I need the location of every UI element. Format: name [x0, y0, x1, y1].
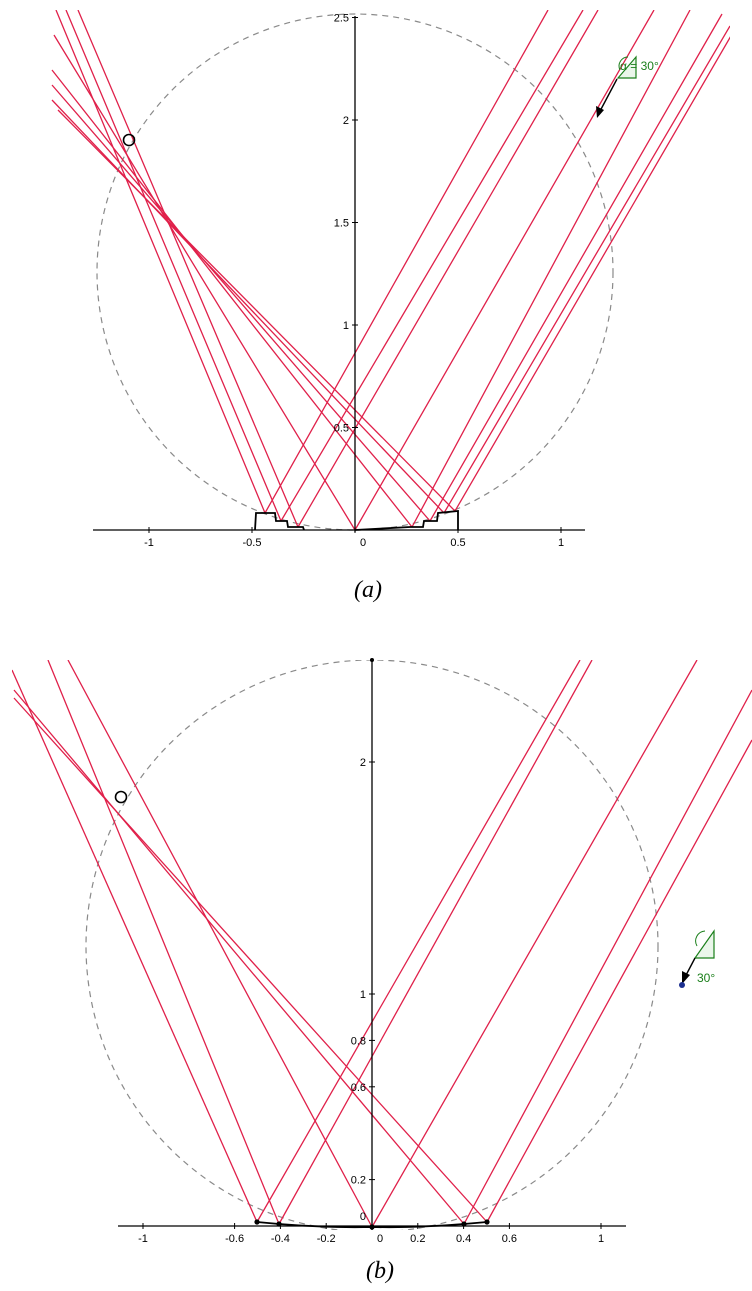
- stepped-mirror-a: [254, 510, 459, 531]
- ray-group-a: [51, 10, 730, 531]
- ray-b-1: [278, 660, 593, 1225]
- focus-marker-a: [122, 133, 136, 147]
- ray-b-9: [13, 697, 488, 1223]
- ray-a-3: [354, 10, 655, 531]
- y-tick-label-b-1: 0.2: [351, 1175, 366, 1187]
- panel-a: α = 30° -1 -0.5 0 0.5 1 0.5 1 1.5 2 2.5 (a): [51, 10, 730, 603]
- ray-b-3: [463, 689, 752, 1225]
- ray-b-5: [12, 669, 258, 1223]
- ray-b-8: [13, 689, 465, 1225]
- ray-a-8: [55, 10, 266, 514]
- angle-indicator-a: α = 30°: [596, 55, 659, 118]
- x-tick-label-b-5: 0.2: [410, 1233, 425, 1245]
- y-tick-label-a-2: 1.5: [334, 218, 349, 230]
- y-tick-label-a-3: 2: [343, 115, 349, 127]
- ray-b-6: [47, 660, 280, 1225]
- ray-b-7: [67, 660, 373, 1228]
- angle-indicator-b: 30°: [679, 929, 715, 988]
- ray-a-7: [454, 36, 730, 512]
- ray-b-0: [256, 660, 581, 1223]
- guide-circle-a: [96, 13, 614, 531]
- x-tick-label-a-4: 1: [558, 537, 564, 549]
- x-tick-label-a-0: -1: [144, 537, 154, 549]
- mirror-point-b1: [254, 1219, 260, 1225]
- focus-marker-b: [114, 790, 128, 804]
- x-tick-label-a-2: 0: [360, 537, 366, 549]
- x-tick-label-b-1: -0.6: [225, 1233, 244, 1245]
- ray-a-6: [443, 25, 730, 514]
- guide-circle-b: [85, 660, 659, 1230]
- tick-labels-b: -1 -0.6 -0.4 -0.2 0 0.2 0.4 0.6 1 0 0.2 0.6 0.8 1 2: [138, 757, 604, 1245]
- angle-handle-point-b: [679, 982, 685, 988]
- ray-a-10: [77, 10, 299, 528]
- caption-b: (b): [366, 1258, 394, 1284]
- x-tick-label-b-6: 0.4: [456, 1233, 471, 1245]
- ray-a-1: [280, 10, 584, 522]
- panel-b: 30° -1 -0.6 -0.4 -0.2 0 0.2 0.4 0.6 1 0 0.2 0.6 0.8 1…: [12, 658, 752, 1284]
- ray-a-11: [53, 34, 356, 531]
- ray-a-4: [411, 10, 691, 528]
- y-tick-label-b-5: 2: [360, 757, 366, 769]
- ray-a-5: [429, 13, 723, 522]
- ray-group-b: [12, 660, 752, 1228]
- ray-b-2: [371, 660, 698, 1228]
- ray-a-13: [51, 84, 431, 522]
- ray-a-9: [65, 10, 282, 522]
- x-tick-label-b-0: -1: [138, 1233, 148, 1245]
- ray-a-14: [51, 99, 445, 514]
- angle-label-b: 30°: [697, 971, 715, 985]
- x-tick-label-a-3: 0.5: [450, 537, 465, 549]
- ray-b-4: [486, 739, 752, 1223]
- mirror-point-b5: [484, 1219, 490, 1225]
- x-tick-label-b-2: -0.4: [271, 1233, 290, 1245]
- y-axis-top-point-b: [370, 658, 374, 662]
- angle-label-a: α = 30°: [620, 59, 659, 73]
- y-tick-label-b-3: 0.8: [351, 1035, 366, 1047]
- y-tick-label-a-4: 2.5: [334, 13, 349, 25]
- y-tick-label-b-0: 0: [360, 1211, 366, 1223]
- y-tick-label-b-4: 1: [360, 989, 366, 1001]
- y-tick-label-b-2: 0.6: [351, 1082, 366, 1094]
- ray-a-0: [264, 10, 549, 514]
- tick-labels-a: -1 -0.5 0 0.5 1 0.5 1 1.5 2 2.5: [144, 13, 564, 550]
- x-tick-label-b-4: 0: [377, 1233, 383, 1245]
- y-tick-label-a-1: 1: [343, 320, 349, 332]
- ray-a-15: [57, 109, 456, 512]
- x-tick-label-b-7: 0.6: [502, 1233, 517, 1245]
- y-tick-label-a-0: 0.5: [334, 423, 349, 435]
- caption-a: (a): [354, 577, 382, 603]
- ray-a-2: [297, 10, 599, 528]
- x-tick-label-b-8: 1: [598, 1233, 604, 1245]
- x-tick-label-a-1: -0.5: [243, 537, 262, 549]
- x-tick-label-b-3: -0.2: [317, 1233, 336, 1245]
- ray-a-12: [51, 69, 413, 528]
